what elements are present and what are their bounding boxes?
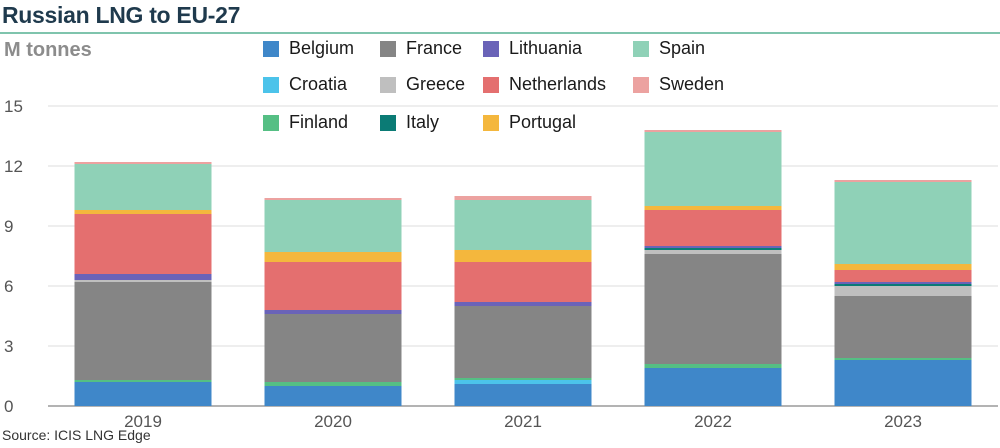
legend-item: Netherlands [483, 74, 606, 95]
legend-item: Lithuania [483, 38, 582, 59]
legend-item: Portugal [483, 112, 576, 133]
bar-segment [644, 250, 782, 254]
legend-swatch [263, 114, 279, 131]
bar-segment [834, 180, 972, 182]
y-tick-label: 15 [4, 97, 23, 116]
bar-segment [454, 250, 592, 262]
bar-segment [264, 386, 402, 406]
legend-swatch [633, 40, 649, 57]
legend-label: Sweden [659, 74, 725, 94]
y-tick-label: 0 [4, 397, 13, 416]
y-tick-label: 6 [4, 277, 13, 296]
x-tick-label: 2022 [694, 412, 732, 431]
bar-segment [644, 130, 782, 132]
bar-segment [834, 270, 972, 282]
x-tick-label: 2021 [504, 412, 542, 431]
bar-segment [264, 310, 402, 314]
legend-item: Croatia [263, 74, 347, 95]
bar-segment [644, 248, 782, 250]
y-axis-unit-label: M tonnes [4, 39, 92, 61]
bar-segment [74, 380, 212, 382]
bar-segment [264, 198, 402, 200]
bar-segment [834, 360, 972, 406]
bar-segment [644, 206, 782, 210]
legend-item: Sweden [633, 74, 724, 95]
legend-swatch [380, 76, 396, 93]
legend-label: Spain [659, 38, 706, 58]
bar-segment [644, 246, 782, 248]
bar-segment [454, 200, 592, 250]
bar-segment [454, 306, 592, 378]
legend-swatch [483, 76, 499, 93]
bar-segment [264, 200, 402, 252]
legend-item: Italy [380, 112, 439, 133]
bar-segment [264, 314, 402, 382]
bar-segment [644, 368, 782, 406]
legend-label: Netherlands [509, 74, 607, 94]
bar-segment [264, 262, 402, 310]
bar-segment [834, 296, 972, 358]
bar-segment [74, 382, 212, 406]
legend-item: Belgium [263, 38, 354, 59]
y-tick-label: 9 [4, 217, 13, 236]
bar-segment [74, 280, 212, 282]
bar-segment [644, 364, 782, 368]
bar-segment [74, 162, 212, 164]
legend-swatch [380, 40, 396, 57]
legend-label: Portugal [509, 112, 577, 132]
legend-label: Greece [406, 74, 466, 94]
bar-segment [454, 262, 592, 302]
chart-legend: Belgium France Lithuania Spain Croatia Greece… [263, 38, 783, 138]
bar-segment [644, 210, 782, 246]
bar-segment [454, 302, 592, 306]
bar-segment [834, 286, 972, 296]
bar-segment [264, 382, 402, 386]
x-tick-label: 2020 [314, 412, 352, 431]
legend-item: France [380, 38, 462, 59]
bar-segment [454, 384, 592, 406]
title-divider [0, 32, 1000, 34]
bar-segment [834, 282, 972, 284]
legend-swatch [483, 40, 499, 57]
bar-segment [74, 214, 212, 274]
legend-swatch [263, 40, 279, 57]
bar-segment [74, 164, 212, 210]
y-tick-label: 12 [4, 157, 23, 176]
bar-segment [644, 254, 782, 364]
bar-segment [74, 274, 212, 280]
bar-segment [834, 182, 972, 264]
bar-segment [454, 378, 592, 380]
x-tick-label: 2023 [884, 412, 922, 431]
legend-label: Belgium [289, 38, 355, 58]
bar-segment [834, 358, 972, 360]
legend-label: Croatia [289, 74, 348, 94]
legend-label: Lithuania [509, 38, 583, 58]
bar-segment [834, 284, 972, 286]
x-tick-label: 2019 [124, 412, 162, 431]
bar-segment [74, 282, 212, 380]
legend-label: France [406, 38, 463, 58]
y-tick-label: 3 [4, 337, 13, 356]
legend-swatch [380, 114, 396, 131]
bar-segment [454, 380, 592, 384]
legend-label: Finland [289, 112, 349, 132]
legend-label: Italy [406, 112, 440, 132]
bar-segment [454, 196, 592, 200]
chart-title: Russian LNG to EU-27 [2, 2, 241, 28]
legend-swatch [633, 76, 649, 93]
bar-segment [644, 132, 782, 206]
bar-segment [264, 252, 402, 262]
bar-segment [74, 210, 212, 214]
legend-item: Spain [633, 38, 705, 59]
legend-item: Finland [263, 112, 348, 133]
legend-swatch [263, 76, 279, 93]
legend-swatch [483, 114, 499, 131]
source-note: Source: ICIS LNG Edge [2, 427, 151, 443]
legend-item: Greece [380, 74, 465, 95]
bar-segment [834, 264, 972, 270]
